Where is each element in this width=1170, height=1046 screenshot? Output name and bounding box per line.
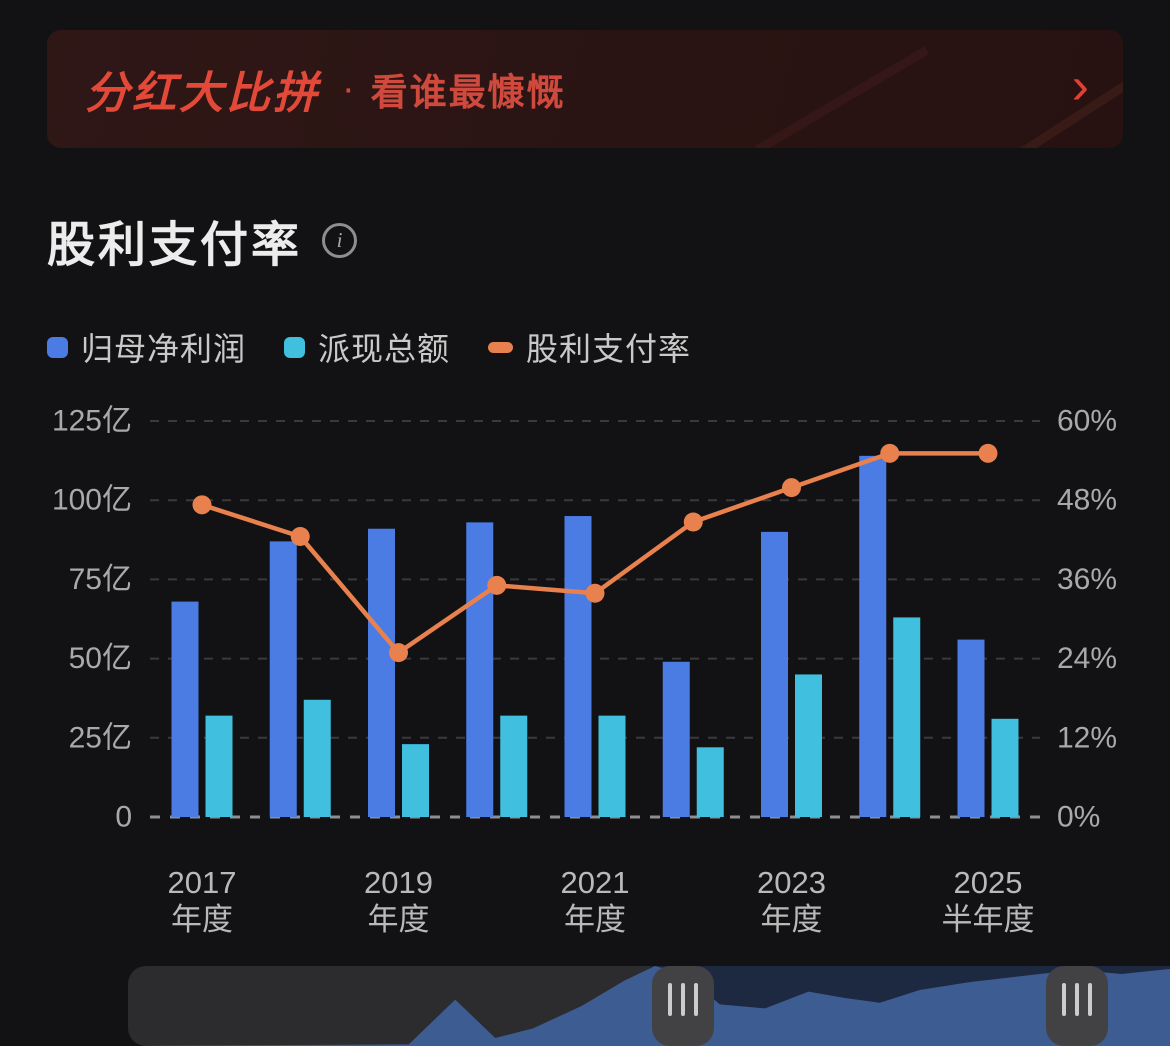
bar-dividend-total-2017年度[interactable] (205, 715, 233, 817)
bar-dividend-total-2020年度[interactable] (500, 715, 528, 817)
bar-dividend-total-2024年度[interactable] (893, 617, 921, 817)
payout-ratio-point-2023年度[interactable] (782, 478, 801, 498)
section-header: 股利支付率 i (47, 205, 358, 275)
payout-ratio-point-2017年度[interactable] (192, 495, 212, 515)
grip-lines-icon (667, 983, 698, 1016)
x-axis-tick: 2019 年度 (364, 865, 433, 937)
payout-ratio-point-2020年度[interactable] (487, 575, 507, 595)
info-icon[interactable]: i (322, 222, 358, 258)
banner-title: 分红大比拼 (85, 69, 320, 118)
bar-net-profit-2024年度[interactable] (859, 455, 887, 817)
navigator-area-chart (128, 966, 1170, 1046)
bar-dividend-total-2018年度[interactable] (303, 699, 331, 817)
y-axis-left-tick: 100亿 (52, 484, 132, 517)
y-axis-left-tick: 25亿 (69, 721, 132, 754)
chevron-right-icon: › (1071, 56, 1089, 115)
y-axis-right-tick: 24% (1057, 642, 1117, 675)
payout-ratio-point-2024年度[interactable] (880, 443, 900, 463)
bar-dividend-total-2022年度[interactable] (696, 747, 724, 817)
banner-separator: · (342, 67, 355, 110)
payout-ratio-point-2021年度[interactable] (585, 583, 605, 603)
x-axis-tick: 2023 年度 (757, 865, 826, 937)
banner-subtitle: 看谁最慷慨 (370, 72, 566, 113)
legend-item-net-profit[interactable]: 归母净利润 (47, 324, 246, 370)
y-axis-right-tick: 60% (1057, 405, 1117, 438)
payout-ratio-point-2025半年度[interactable] (978, 443, 998, 463)
legend-marker-square-icon (47, 336, 68, 358)
bar-dividend-total-2019年度[interactable] (402, 744, 429, 817)
legend-label: 派现总额 (318, 331, 451, 367)
legend-marker-square-icon (284, 336, 306, 358)
bar-net-profit-2025半年度[interactable] (957, 639, 985, 817)
y-axis-right-tick: 0% (1057, 801, 1100, 834)
bar-net-profit-2019年度[interactable] (368, 528, 395, 817)
bar-dividend-total-2021年度[interactable] (598, 715, 626, 817)
navigator-right-handle[interactable] (1046, 966, 1108, 1046)
y-axis-left-tick: 75亿 (69, 563, 132, 596)
range-navigator[interactable] (128, 966, 1170, 1046)
promo-banner[interactable]: 分红大比拼 · 看谁最慷慨 › (47, 30, 1123, 148)
legend-label: 归母净利润 (81, 331, 247, 367)
x-axis-tick: 2025 半年度 (942, 865, 1035, 937)
y-axis-right-tick: 48% (1057, 484, 1117, 517)
legend: 归母净利润 派现总额 股利支付率 (47, 324, 691, 370)
bar-net-profit-2023年度[interactable] (761, 531, 788, 817)
legend-item-dividend-total[interactable]: 派现总额 (284, 324, 450, 370)
bar-net-profit-2021年度[interactable] (564, 516, 592, 817)
navigator-sparkline (128, 966, 1170, 1046)
x-axis-tick: 2017 年度 (168, 865, 237, 937)
x-axis-tick: 2021 年度 (561, 865, 630, 937)
payout-ratio-point-2018年度[interactable] (290, 527, 310, 546)
payout-ratio-point-2019年度[interactable] (389, 643, 408, 663)
bar-net-profit-2022年度[interactable] (662, 661, 690, 817)
bar-dividend-total-2025半年度[interactable] (991, 718, 1019, 817)
page-title: 股利支付率 (47, 219, 303, 272)
y-axis-left-tick: 50亿 (69, 642, 132, 675)
bar-net-profit-2020年度[interactable] (466, 522, 494, 817)
y-axis-right-tick: 36% (1057, 563, 1117, 596)
bar-dividend-total-2023年度[interactable] (795, 674, 822, 817)
payout-ratio-point-2022年度[interactable] (683, 512, 703, 532)
y-axis-left-tick: 0 (115, 801, 132, 834)
legend-marker-dash-icon (488, 341, 514, 353)
y-axis-left-tick: 125亿 (52, 405, 132, 438)
grip-lines-icon (1062, 983, 1092, 1016)
legend-label: 股利支付率 (526, 331, 692, 367)
navigator-left-handle[interactable] (651, 966, 714, 1046)
chart-canvas[interactable]: 125亿 60% 100亿 48% 75亿 36% 50亿 24% 25亿 12% 0 0% 2017 年… (0, 380, 1170, 960)
bar-net-profit-2017年度[interactable] (171, 601, 199, 817)
bar-net-profit-2018年度[interactable] (269, 541, 297, 817)
y-axis-right-tick: 12% (1057, 721, 1117, 754)
legend-item-payout-ratio[interactable]: 股利支付率 (488, 324, 691, 370)
